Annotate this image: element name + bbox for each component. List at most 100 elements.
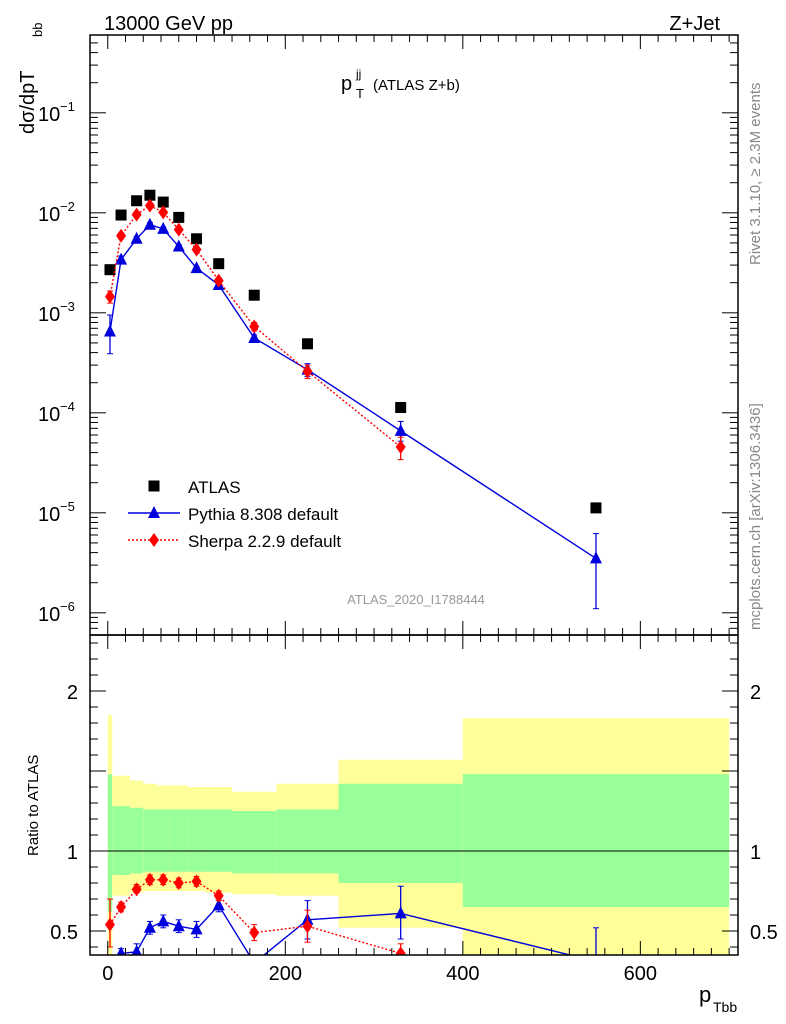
main-point (131, 195, 143, 207)
main-point (103, 324, 116, 337)
inner-band-bin (107, 774, 113, 912)
ratio-y-tick-label-right: 1 (750, 842, 761, 864)
main-point (394, 423, 407, 436)
main-point (213, 258, 225, 270)
x-tick-label: 0 (102, 963, 113, 985)
main-point (115, 252, 128, 265)
ratio-y-tick-label-right: 0.5 (750, 922, 778, 944)
ratio-point (144, 872, 155, 887)
main-point (173, 211, 185, 223)
ratio-point (212, 898, 225, 911)
y-tick-label-exp: −3 (60, 299, 75, 314)
ratio-point (172, 919, 185, 932)
xlabel-sub: Tbb (713, 999, 737, 1015)
main-point (590, 502, 602, 514)
y-tick-label: 10 −2 (38, 199, 75, 226)
y-tick-label-base: 10 (38, 304, 60, 326)
energy-label: 13000 GeV pp (104, 13, 233, 35)
main-line-1 (109, 223, 597, 559)
main-point (172, 239, 185, 252)
ratio-uncertainty-bands (107, 715, 730, 955)
main-ylabel-sub: bb (30, 23, 45, 37)
ratio-point (104, 917, 115, 932)
main-ylabel: dσ/dpT (17, 71, 39, 135)
y-tick-label-base: 10 (38, 404, 60, 426)
ratio-point (131, 944, 142, 955)
ratio-point (395, 946, 406, 955)
rivet-label: Rivet 3.1.10, ≥ 2.3M events (747, 83, 764, 266)
y-tick-label-base: 10 (38, 104, 60, 126)
inner-band-bin (156, 809, 170, 872)
main-point (248, 330, 261, 343)
ratio-point (248, 956, 260, 968)
inner-band-bin (187, 809, 206, 872)
y-tick-label: 10 −4 (38, 399, 75, 426)
main-point (301, 338, 313, 350)
title-sup: jj (355, 67, 361, 81)
inner-band-bin (169, 809, 188, 872)
main-point (157, 196, 169, 208)
y-tick-label: 10 −6 (38, 599, 75, 626)
ratio-series-layer (104, 872, 599, 968)
main-y-axis-label: dσ/dpT bb (17, 23, 45, 134)
main-point (158, 205, 169, 220)
inner-band-bin (112, 806, 130, 875)
main-point (131, 207, 142, 222)
y-tick-label: 10 −1 (38, 99, 75, 126)
legend-label: Sherpa 2.2.9 default (188, 532, 341, 551)
ratio-y-tick-label-right: 2 (750, 682, 761, 704)
y-tick-label-exp: −5 (60, 499, 75, 514)
inner-band-bin (232, 811, 277, 874)
inner-band-bin (143, 809, 157, 872)
main-point (249, 319, 260, 334)
ratio-ylabel: Ratio to ATLAS (25, 755, 42, 856)
main-point (302, 364, 313, 379)
legend-label: ATLAS (188, 478, 241, 497)
main-point (191, 242, 202, 257)
inner-band-bin (129, 807, 144, 874)
main-point (395, 440, 406, 455)
y-tick-label: 10 −3 (38, 299, 75, 326)
main-point (116, 228, 127, 243)
ratio-point (213, 888, 224, 903)
inner-band-bin (338, 783, 463, 883)
main-point (104, 289, 115, 304)
ratio-point (595, 954, 597, 955)
source-label: mcplots.cern.ch [arXiv:1306.3436] (747, 403, 764, 630)
ratio-y-tick-label: 0.5 (50, 922, 78, 944)
ratio-point (116, 946, 126, 955)
title-main: p (341, 73, 352, 95)
analysis-watermark: ATLAS_2020_I1788444 (347, 592, 485, 607)
ratio-point (116, 900, 127, 914)
main-series-layer (103, 189, 602, 610)
ratio-point (157, 914, 170, 927)
ratio-point (173, 876, 184, 890)
y-tick-label-exp: −6 (60, 599, 75, 614)
main-point (248, 289, 260, 301)
legend-label: Pythia 8.308 default (188, 505, 339, 524)
main-point (191, 233, 203, 245)
ratio-point (191, 874, 202, 889)
main-point (104, 264, 116, 276)
main-point (143, 217, 156, 230)
x-tick-label: 400 (446, 963, 479, 985)
y-tick-label: 10 −5 (38, 499, 75, 526)
main-point (144, 198, 155, 213)
y-tick-label-base: 10 (38, 604, 60, 626)
x-tick-label: 600 (624, 963, 657, 985)
main-point (157, 221, 170, 234)
main-point (395, 402, 407, 414)
main-line-2 (109, 204, 402, 448)
legend-marker (148, 480, 160, 492)
legend: ATLAS Pythia 8.308 default Sherpa 2.2.9 de… (128, 478, 341, 551)
ratio-point (131, 882, 142, 897)
ratio-axis-ticks: 0 200 400 600 0.5 0.5 1 1 2 2 (50, 621, 778, 985)
ratio-point (249, 925, 260, 940)
main-point (144, 189, 156, 201)
title-sub: T (356, 86, 364, 101)
y-tick-label-exp: −2 (60, 199, 75, 214)
xlabel: p (699, 982, 711, 1007)
y-tick-label-exp: −1 (60, 99, 75, 114)
main-point (589, 551, 602, 564)
